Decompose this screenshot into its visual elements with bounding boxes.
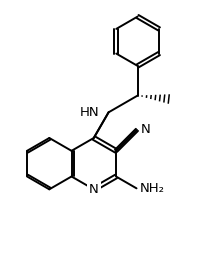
Text: HN: HN (80, 106, 100, 119)
Text: N: N (141, 123, 151, 136)
Text: HN: HN (80, 106, 100, 119)
Text: NH₂: NH₂ (139, 182, 165, 195)
Text: N: N (89, 183, 99, 196)
